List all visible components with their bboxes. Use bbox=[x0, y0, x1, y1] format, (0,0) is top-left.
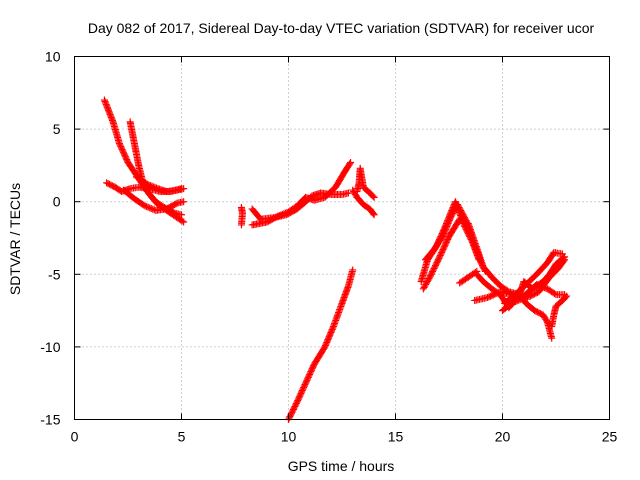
data-point bbox=[146, 204, 154, 212]
series-track-1 bbox=[100, 96, 185, 219]
data-point bbox=[151, 183, 159, 191]
data-point bbox=[347, 159, 355, 166]
data-point bbox=[346, 160, 354, 168]
chart-title: Day 082 of 2017, Sidereal Day-to-day VTE… bbox=[88, 20, 595, 36]
data-point bbox=[178, 217, 186, 225]
data-point bbox=[145, 181, 153, 189]
data-point bbox=[561, 256, 569, 264]
series-track-6 bbox=[237, 204, 246, 229]
series-track-20 bbox=[501, 249, 566, 307]
data-point bbox=[283, 208, 291, 216]
data-point bbox=[143, 180, 151, 188]
x-axis-label: GPS time / hours bbox=[288, 458, 395, 474]
data-point bbox=[278, 210, 286, 218]
y-tick-label: -5 bbox=[48, 266, 61, 282]
data-point bbox=[551, 290, 559, 298]
y-tick-label: 10 bbox=[45, 49, 61, 65]
data-point bbox=[277, 211, 285, 219]
series-track-3 bbox=[126, 118, 188, 226]
data-point bbox=[281, 209, 289, 217]
data-point bbox=[543, 317, 551, 325]
data-point bbox=[513, 297, 521, 305]
series-track-5 bbox=[133, 173, 188, 196]
data-point bbox=[329, 324, 337, 332]
data-point bbox=[516, 296, 524, 304]
data-point bbox=[144, 203, 152, 211]
data-point bbox=[344, 189, 352, 197]
y-tick-label: -15 bbox=[40, 412, 60, 428]
y-axis-label: SDTVAR / TECUs bbox=[7, 183, 23, 295]
data-point bbox=[141, 202, 149, 210]
data-point bbox=[274, 212, 282, 220]
data-point bbox=[152, 184, 160, 192]
data-point bbox=[370, 211, 378, 219]
series-track-15 bbox=[456, 267, 481, 287]
data-point bbox=[533, 280, 541, 288]
data-point bbox=[149, 205, 157, 213]
series-track-14 bbox=[419, 215, 496, 293]
data-point bbox=[510, 298, 518, 306]
data-point bbox=[180, 198, 188, 206]
x-tick-label: 5 bbox=[178, 429, 186, 445]
data-point bbox=[146, 182, 154, 190]
plot-frame bbox=[74, 56, 610, 420]
data-point bbox=[143, 203, 151, 211]
data-point bbox=[275, 212, 283, 220]
data-points bbox=[100, 96, 571, 423]
series-track-21 bbox=[548, 292, 571, 331]
data-point bbox=[148, 182, 156, 190]
x-tick-label: 15 bbox=[388, 429, 404, 445]
data-point bbox=[178, 211, 185, 219]
data-point bbox=[349, 266, 357, 274]
x-tick-label: 10 bbox=[281, 429, 297, 445]
data-point bbox=[180, 185, 188, 193]
data-point bbox=[562, 293, 570, 301]
data-point bbox=[369, 192, 377, 200]
data-point bbox=[509, 299, 517, 307]
data-point bbox=[515, 296, 523, 304]
series-track-8 bbox=[248, 159, 355, 229]
y-tick-label: 0 bbox=[53, 194, 61, 210]
series-track-4 bbox=[120, 186, 188, 214]
data-point bbox=[563, 292, 571, 300]
y-tick-label: -10 bbox=[40, 339, 60, 355]
data-point bbox=[172, 200, 180, 208]
data-point bbox=[370, 193, 378, 201]
data-point bbox=[512, 297, 520, 305]
data-point bbox=[180, 218, 188, 226]
data-point bbox=[369, 210, 377, 218]
grid-lines bbox=[74, 56, 610, 420]
data-point bbox=[503, 287, 511, 295]
y-tick-label: 5 bbox=[53, 121, 61, 137]
data-point bbox=[147, 205, 155, 213]
axis-ticks: 0 5 10 15 20 25 -15 -10 -5 0 5 10 bbox=[40, 49, 617, 445]
data-point bbox=[237, 221, 245, 229]
data-point bbox=[558, 250, 566, 258]
x-tick-label: 20 bbox=[495, 429, 511, 445]
data-point bbox=[280, 210, 288, 218]
series-track-9 bbox=[353, 164, 378, 201]
x-tick-label: 25 bbox=[602, 429, 618, 445]
data-point bbox=[548, 334, 556, 342]
series-track-11 bbox=[285, 266, 357, 423]
data-point bbox=[560, 257, 568, 265]
x-tick-label: 0 bbox=[71, 429, 79, 445]
series-track-10 bbox=[349, 186, 378, 219]
data-point bbox=[149, 183, 157, 191]
